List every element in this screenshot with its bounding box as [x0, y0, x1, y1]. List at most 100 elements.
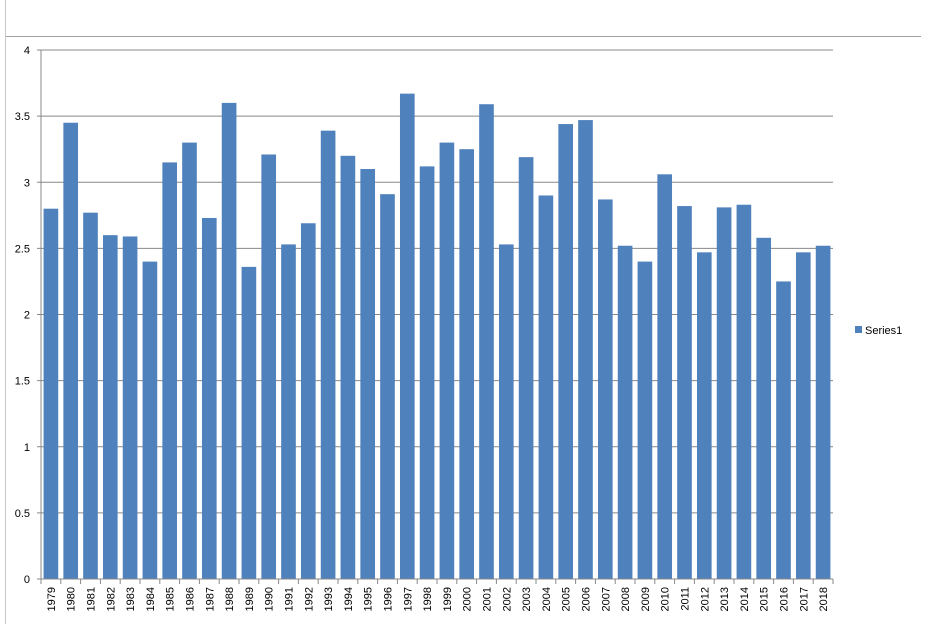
- bar-2000: [459, 149, 475, 579]
- x-tick-label: 1997: [402, 587, 414, 611]
- legend: Series1: [855, 325, 902, 337]
- x-tick-label: 1989: [244, 587, 256, 611]
- bar-1997: [399, 93, 415, 579]
- bar-2011: [677, 206, 692, 579]
- bar-1984: [142, 261, 158, 579]
- bar-2009: [637, 261, 653, 579]
- x-tick-label: 2008: [620, 587, 632, 611]
- legend-label: Series1: [865, 325, 902, 337]
- bar-2010: [657, 174, 673, 579]
- sheet-edge: [0, 0, 6, 624]
- x-tick-label: 2018: [818, 587, 830, 611]
- x-tick-label: 2012: [699, 587, 711, 611]
- bars: [43, 93, 831, 580]
- y-tick-label: 2.5: [15, 243, 30, 255]
- bar-2015: [756, 237, 772, 580]
- x-tick-label: 2000: [462, 587, 474, 611]
- bar-2008: [617, 245, 633, 580]
- bar-2007: [597, 199, 613, 579]
- bar-2016: [776, 281, 791, 579]
- bar-1990: [261, 154, 277, 580]
- x-tick-label: 1987: [204, 587, 216, 611]
- chart-area-border: [6, 36, 921, 37]
- bar-1989: [241, 266, 257, 579]
- y-tick-label: 0.5: [15, 508, 30, 520]
- bar-1981: [83, 212, 98, 580]
- x-tick-label: 1982: [105, 587, 117, 611]
- bar-1985: [162, 162, 178, 579]
- x-tick-label: 2011: [680, 587, 692, 611]
- x-tick-label: 2015: [759, 587, 771, 611]
- y-tick-label: 0: [24, 574, 30, 586]
- bar-2018: [815, 245, 831, 580]
- x-tick-label: 1979: [46, 587, 58, 611]
- bar-1983: [122, 236, 138, 579]
- x-tick-label: 2014: [739, 587, 751, 611]
- x-tick-label: 1990: [264, 587, 276, 611]
- y-tick-label: 3: [24, 177, 30, 189]
- x-tick-label: 2016: [779, 587, 791, 611]
- x-tick-label: 2005: [561, 587, 573, 611]
- x-tick-label: 2001: [482, 587, 494, 611]
- x-tick-label: 2004: [541, 587, 553, 611]
- x-tick-label: 2013: [719, 587, 731, 611]
- x-tick-label: 1981: [86, 587, 98, 611]
- x-tick-label: 1988: [224, 587, 236, 611]
- bar-2005: [558, 124, 574, 579]
- bar-2006: [578, 120, 593, 579]
- x-tick-label: 1985: [165, 587, 177, 611]
- x-tick-label: 1983: [125, 587, 137, 611]
- x-tick-label: 2003: [521, 587, 533, 611]
- x-tick-label: 1993: [323, 587, 335, 611]
- bar-1979: [43, 208, 59, 579]
- legend-swatch: [855, 326, 862, 333]
- gridlines: [41, 49, 833, 514]
- x-tick-label: 1980: [66, 587, 78, 611]
- bar-2012: [696, 252, 712, 579]
- x-tick-label: 1998: [422, 587, 434, 611]
- y-tick-label: 1.5: [15, 376, 30, 388]
- bar-1996: [380, 194, 395, 579]
- bar-2017: [795, 252, 811, 579]
- x-tick-label: 1986: [185, 587, 197, 611]
- x-tick-label: 1984: [145, 587, 157, 611]
- bar-1998: [419, 166, 435, 579]
- x-tick-label: 1992: [303, 587, 315, 611]
- y-tick-label: 3.5: [15, 111, 30, 123]
- x-tick-label: 2010: [660, 587, 672, 611]
- x-tick-label: 2017: [798, 587, 810, 611]
- y-tick-label: 1: [24, 442, 30, 454]
- x-tick-label: 2009: [640, 587, 652, 611]
- bar-1994: [340, 155, 356, 580]
- y-axis-tick-labels: 0 0.5 1 1.5 2 2.5 3 3.5 4: [15, 45, 30, 586]
- x-tick-label: 1996: [383, 587, 395, 611]
- bar-1982: [102, 235, 118, 579]
- bar-1988: [221, 102, 237, 580]
- x-tick-label: 2007: [600, 587, 612, 611]
- bar-1980: [63, 122, 79, 580]
- bar-1992: [300, 223, 316, 579]
- bar-2004: [538, 195, 554, 580]
- x-tick-label: 2002: [501, 587, 513, 611]
- x-tick-label: 1999: [442, 587, 454, 611]
- y-tick-label: 4: [24, 45, 30, 57]
- x-tick-label: 2006: [581, 587, 593, 611]
- x-tick-label: 1991: [284, 587, 296, 611]
- bar-2003: [518, 157, 534, 579]
- bar-2014: [736, 204, 752, 580]
- bar-1993: [320, 130, 336, 580]
- x-axis-tick-labels: 1979 1980 1981 1982 1983 1984 1985 1986 1987 1988…: [46, 587, 830, 611]
- bar-2001: [479, 104, 494, 579]
- bar-1987: [201, 217, 217, 579]
- bar-1986: [182, 142, 197, 579]
- axes: [37, 49, 834, 584]
- x-tick-label: 1995: [363, 587, 375, 611]
- x-tick-label: 1994: [343, 587, 355, 611]
- y-tick-label: 2: [24, 310, 30, 322]
- bar-2002: [498, 244, 514, 579]
- bar-1995: [360, 169, 376, 579]
- bar-2013: [716, 207, 732, 579]
- bar-1991: [281, 244, 296, 579]
- bar-1999: [439, 142, 455, 579]
